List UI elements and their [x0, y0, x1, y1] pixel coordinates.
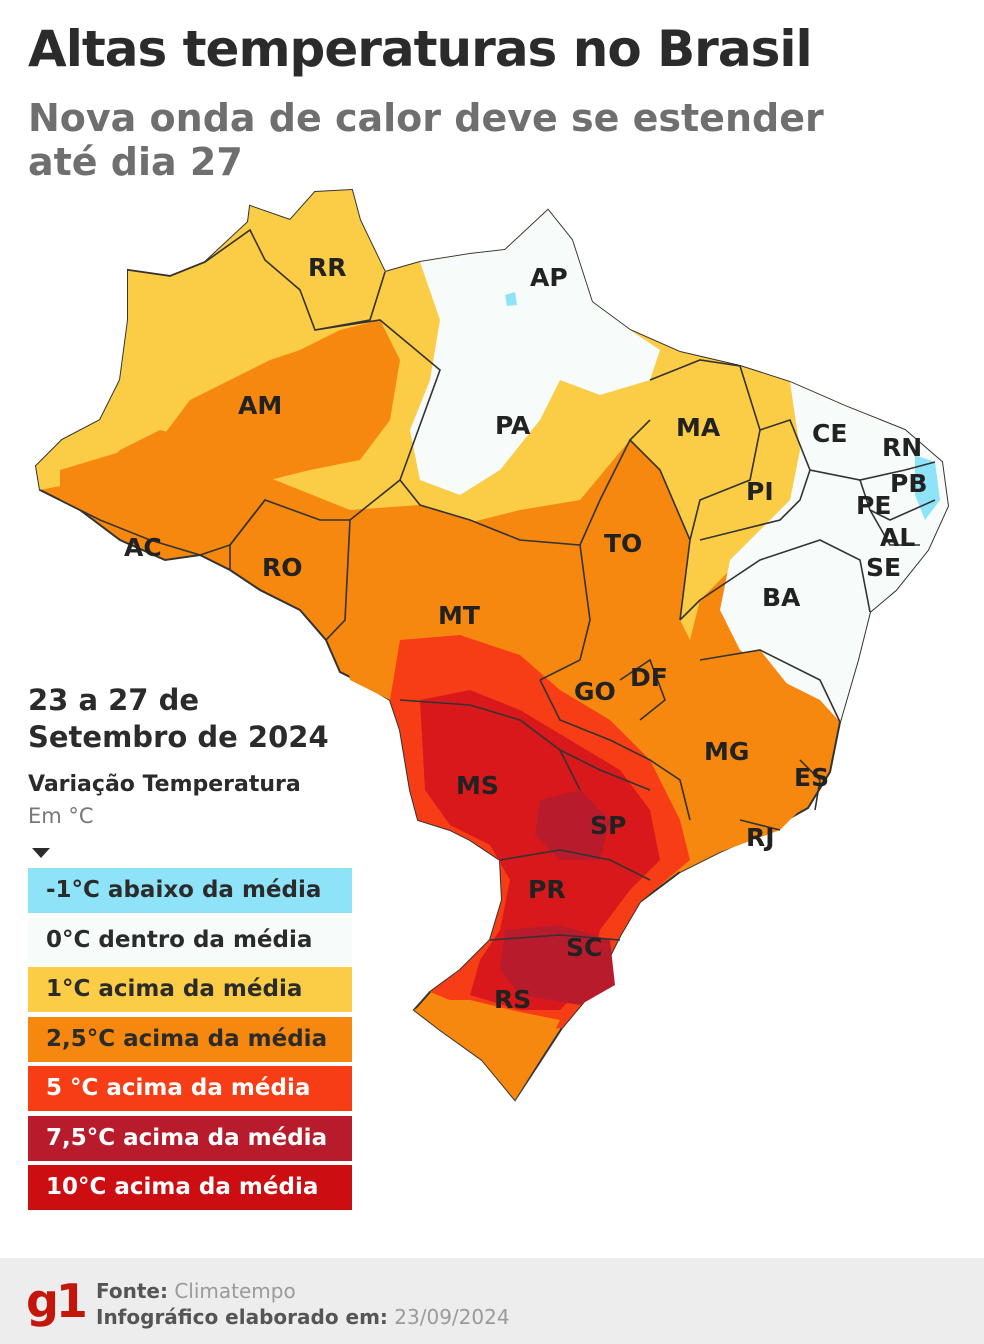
state-label-ro: RO — [262, 553, 303, 582]
date-value: 23/09/2024 — [394, 1305, 510, 1329]
zone-7-5c-sp — [535, 790, 610, 860]
state-label-rj: RJ — [746, 823, 775, 852]
footer: g1 Fonte: Climatempo Infográfico elabora… — [0, 1258, 984, 1344]
state-label-pi: PI — [746, 477, 774, 506]
state-label-ms: MS — [456, 771, 499, 800]
state-label-ba: BA — [762, 583, 801, 612]
state-label-mt: MT — [438, 601, 480, 630]
period-line-2: Setembro de 2024 — [28, 720, 329, 754]
state-label-rn: RN — [882, 433, 922, 462]
zone-7-5c-sc-rs — [500, 925, 615, 1005]
state-borders — [39, 228, 936, 941]
legend-item: 5 °C acima da média — [28, 1066, 352, 1111]
state-label-sp: SP — [590, 811, 626, 840]
state-label-ap: AP — [530, 263, 568, 292]
legend-item: -1°C abaixo da média — [28, 868, 352, 913]
state-label-pa: PA — [495, 411, 531, 440]
legend-item: 2,5°C acima da média — [28, 1016, 352, 1062]
state-label-df: DF — [630, 663, 668, 692]
zone-2-5c-amazonas — [60, 320, 400, 540]
state-label-pr: PR — [528, 875, 566, 904]
triangle-down-icon — [32, 848, 50, 858]
state-label-mg: MG — [704, 737, 749, 766]
page-subtitle: Nova onda de calor deve se estender até … — [28, 96, 824, 184]
state-label-al: AL — [880, 523, 915, 552]
state-label-ac: AC — [124, 533, 162, 562]
g1-logo: g1 — [26, 1274, 88, 1328]
state-label-rr: RR — [308, 253, 347, 282]
zone-0c-nordeste — [720, 382, 948, 722]
legend-item: 10°C acima da média — [28, 1165, 352, 1210]
state-label-ma: MA — [676, 413, 721, 442]
zone-2-5c-rs-south — [414, 1000, 560, 1100]
page-title: Altas temperaturas no Brasil — [28, 20, 813, 78]
source-line: Fonte: Climatempo — [96, 1278, 510, 1304]
legend: -1°C abaixo da média 0°C dentro da média… — [28, 868, 352, 1215]
state-label-rs: RS — [494, 985, 531, 1014]
source-value: Climatempo — [174, 1279, 296, 1303]
zone-0c-para — [410, 210, 660, 495]
source-label: Fonte: — [96, 1279, 168, 1303]
state-label-am: AM — [238, 391, 282, 420]
state-label-sc: SC — [566, 933, 602, 962]
zone-minus1c-ap — [505, 292, 517, 306]
date-line: Infográfico elaborado em: 23/09/2024 — [96, 1304, 510, 1330]
date-label: Infográfico elaborado em: — [96, 1305, 388, 1329]
period-line-1: 23 a 27 de — [28, 683, 199, 717]
state-label-to: TO — [604, 529, 642, 558]
zone-minus1c-coast — [915, 455, 940, 520]
state-label-pb: PB — [890, 469, 927, 498]
variation-title: Variação Temperatura — [28, 772, 301, 797]
variation-unit: Em °C — [28, 804, 94, 828]
source-block: Fonte: Climatempo Infográfico elaborado … — [96, 1278, 510, 1330]
state-label-pe: PE — [856, 491, 891, 520]
legend-item: 1°C acima da média — [28, 967, 352, 1012]
legend-item: 7,5°C acima da média — [28, 1115, 352, 1161]
state-label-go: GO — [574, 677, 616, 706]
zone-2-5c-center — [330, 440, 820, 872]
state-label-ce: CE — [812, 419, 847, 448]
period-heading: 23 a 27 de Setembro de 2024 — [28, 682, 329, 756]
state-label-se: SE — [866, 553, 901, 582]
legend-item: 0°C dentro da média — [28, 917, 352, 963]
state-label-es: ES — [794, 763, 829, 792]
